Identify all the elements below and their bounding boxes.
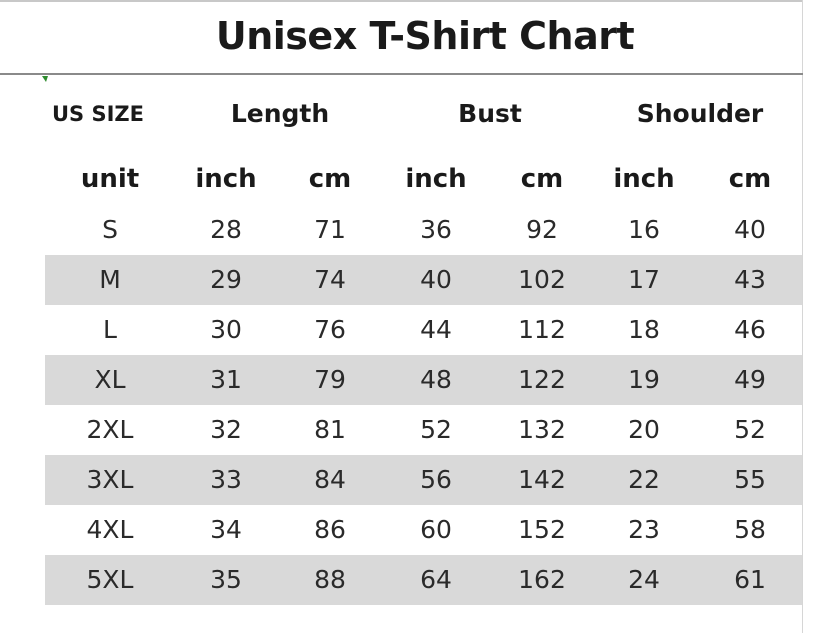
cell-length-cm: 74 xyxy=(314,265,346,294)
title-divider xyxy=(0,73,803,75)
cell-shoulder-inch: 17 xyxy=(628,265,660,294)
table-row xyxy=(45,355,802,405)
cell-size: L xyxy=(103,315,117,344)
unit-length-inch: inch xyxy=(195,164,257,194)
top-rule xyxy=(0,0,802,2)
cell-shoulder-cm: 55 xyxy=(734,465,766,494)
cell-length-inch: 29 xyxy=(210,265,242,294)
cell-shoulder-cm: 58 xyxy=(734,515,766,544)
cell-bust-inch: 40 xyxy=(420,265,452,294)
cell-bust-inch: 36 xyxy=(420,215,452,244)
cell-length-inch: 35 xyxy=(210,565,242,594)
cell-bust-cm: 112 xyxy=(518,315,566,344)
cell-length-cm: 76 xyxy=(314,315,346,344)
unit-shoulder-cm: cm xyxy=(728,164,772,194)
cell-bust-cm: 122 xyxy=(518,365,566,394)
cell-size: 3XL xyxy=(86,465,134,494)
cell-shoulder-cm: 52 xyxy=(734,415,766,444)
cell-bust-inch: 60 xyxy=(420,515,452,544)
cell-length-inch: 32 xyxy=(210,415,242,444)
cell-length-cm: 84 xyxy=(314,465,346,494)
cell-size: 4XL xyxy=(86,515,134,544)
cell-length-cm: 81 xyxy=(314,415,346,444)
cell-bust-inch: 52 xyxy=(420,415,452,444)
cell-bust-cm: 132 xyxy=(518,415,566,444)
cell-shoulder-inch: 24 xyxy=(628,565,660,594)
cell-bust-cm: 102 xyxy=(518,265,566,294)
unit-label: unit xyxy=(80,164,140,194)
cell-bust-cm: 162 xyxy=(518,565,566,594)
cell-length-inch: 33 xyxy=(210,465,242,494)
cell-length-inch: 31 xyxy=(210,365,242,394)
unit-bust-cm: cm xyxy=(520,164,564,194)
cell-length-cm: 86 xyxy=(314,515,346,544)
cell-size: XL xyxy=(94,365,126,394)
cell-shoulder-inch: 18 xyxy=(628,315,660,344)
table-row xyxy=(45,555,802,605)
cell-shoulder-inch: 16 xyxy=(628,215,660,244)
cell-bust-cm: 142 xyxy=(518,465,566,494)
cell-size: 2XL xyxy=(86,415,134,444)
unit-bust-inch: inch xyxy=(405,164,467,194)
unit-shoulder-inch: inch xyxy=(613,164,675,194)
cell-length-inch: 30 xyxy=(210,315,242,344)
cell-length-inch: 34 xyxy=(210,515,242,544)
cell-length-inch: 28 xyxy=(210,215,242,244)
cell-shoulder-cm: 46 xyxy=(734,315,766,344)
corner-mark xyxy=(42,76,48,82)
cell-length-cm: 88 xyxy=(314,565,346,594)
cell-shoulder-inch: 20 xyxy=(628,415,660,444)
chart-title: Unisex T-Shirt Chart xyxy=(215,14,635,58)
unit-length-cm: cm xyxy=(308,164,352,194)
right-edge xyxy=(802,0,803,633)
cell-length-cm: 71 xyxy=(314,215,346,244)
cell-shoulder-cm: 49 xyxy=(734,365,766,394)
cell-shoulder-inch: 22 xyxy=(628,465,660,494)
cell-length-cm: 79 xyxy=(314,365,346,394)
cell-shoulder-cm: 40 xyxy=(734,215,766,244)
cell-bust-cm: 152 xyxy=(518,515,566,544)
cell-bust-inch: 48 xyxy=(420,365,452,394)
header-shoulder: Shoulder xyxy=(636,99,764,128)
header-bust: Bust xyxy=(458,99,522,128)
cell-bust-inch: 56 xyxy=(420,465,452,494)
cell-size: 5XL xyxy=(86,565,134,594)
cell-size: S xyxy=(102,215,118,244)
cell-shoulder-inch: 19 xyxy=(628,365,660,394)
cell-shoulder-cm: 61 xyxy=(734,565,766,594)
cell-size: M xyxy=(99,265,121,294)
header-us-size: US SIZE xyxy=(52,102,144,126)
table-row xyxy=(45,455,802,505)
cell-bust-inch: 64 xyxy=(420,565,452,594)
cell-shoulder-inch: 23 xyxy=(628,515,660,544)
header-length: Length xyxy=(230,99,330,128)
cell-bust-cm: 92 xyxy=(526,215,558,244)
table-row xyxy=(45,255,802,305)
cell-bust-inch: 44 xyxy=(420,315,452,344)
cell-shoulder-cm: 43 xyxy=(734,265,766,294)
